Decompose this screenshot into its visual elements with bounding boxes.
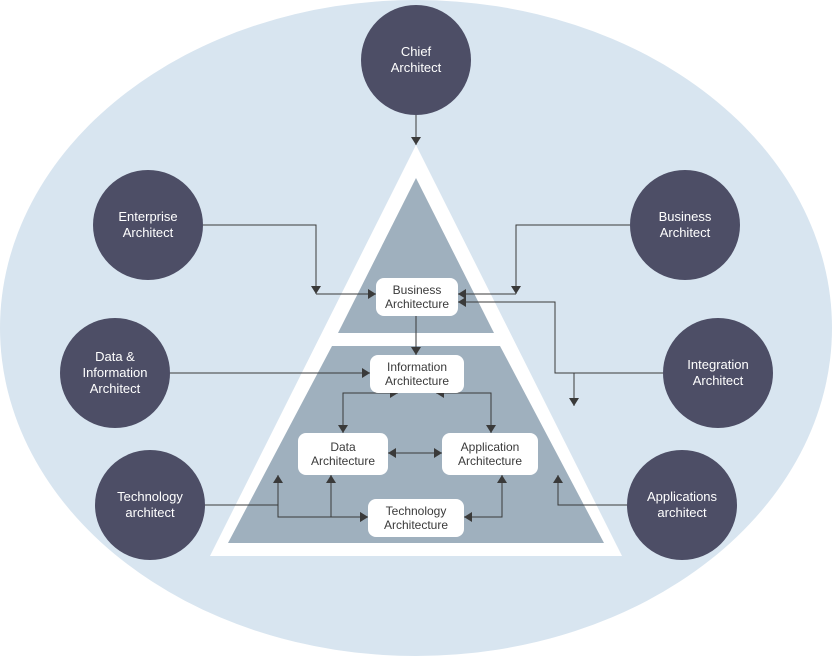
role-chief: ChiefArchitect [361, 5, 471, 115]
layer-tech_arch-label: TechnologyArchitecture [384, 504, 448, 533]
layer-biz_arch: BusinessArchitecture [376, 278, 458, 316]
role-technology: Technologyarchitect [95, 450, 205, 560]
role-applications-label: Applicationsarchitect [647, 489, 717, 522]
role-technology-label: Technologyarchitect [117, 489, 183, 522]
role-integration-label: IntegrationArchitect [687, 357, 748, 390]
layer-data_arch-label: DataArchitecture [311, 440, 375, 469]
layer-info_arch: InformationArchitecture [370, 355, 464, 393]
role-chief-label: ChiefArchitect [391, 44, 442, 77]
role-business-label: BusinessArchitect [659, 209, 712, 242]
layer-data_arch: DataArchitecture [298, 433, 388, 475]
layer-biz_arch-label: BusinessArchitecture [385, 283, 449, 312]
diagram-canvas: ChiefArchitect EnterpriseArchitect Data &I… [0, 0, 833, 656]
role-integration: IntegrationArchitect [663, 318, 773, 428]
role-datainfo: Data &InformationArchitect [60, 318, 170, 428]
role-datainfo-label: Data &InformationArchitect [82, 349, 147, 398]
layer-app_arch: ApplicationArchitecture [442, 433, 538, 475]
role-enterprise: EnterpriseArchitect [93, 170, 203, 280]
role-business: BusinessArchitect [630, 170, 740, 280]
role-enterprise-label: EnterpriseArchitect [118, 209, 177, 242]
layer-info_arch-label: InformationArchitecture [385, 360, 449, 389]
layer-app_arch-label: ApplicationArchitecture [458, 440, 522, 469]
layer-tech_arch: TechnologyArchitecture [368, 499, 464, 537]
role-applications: Applicationsarchitect [627, 450, 737, 560]
